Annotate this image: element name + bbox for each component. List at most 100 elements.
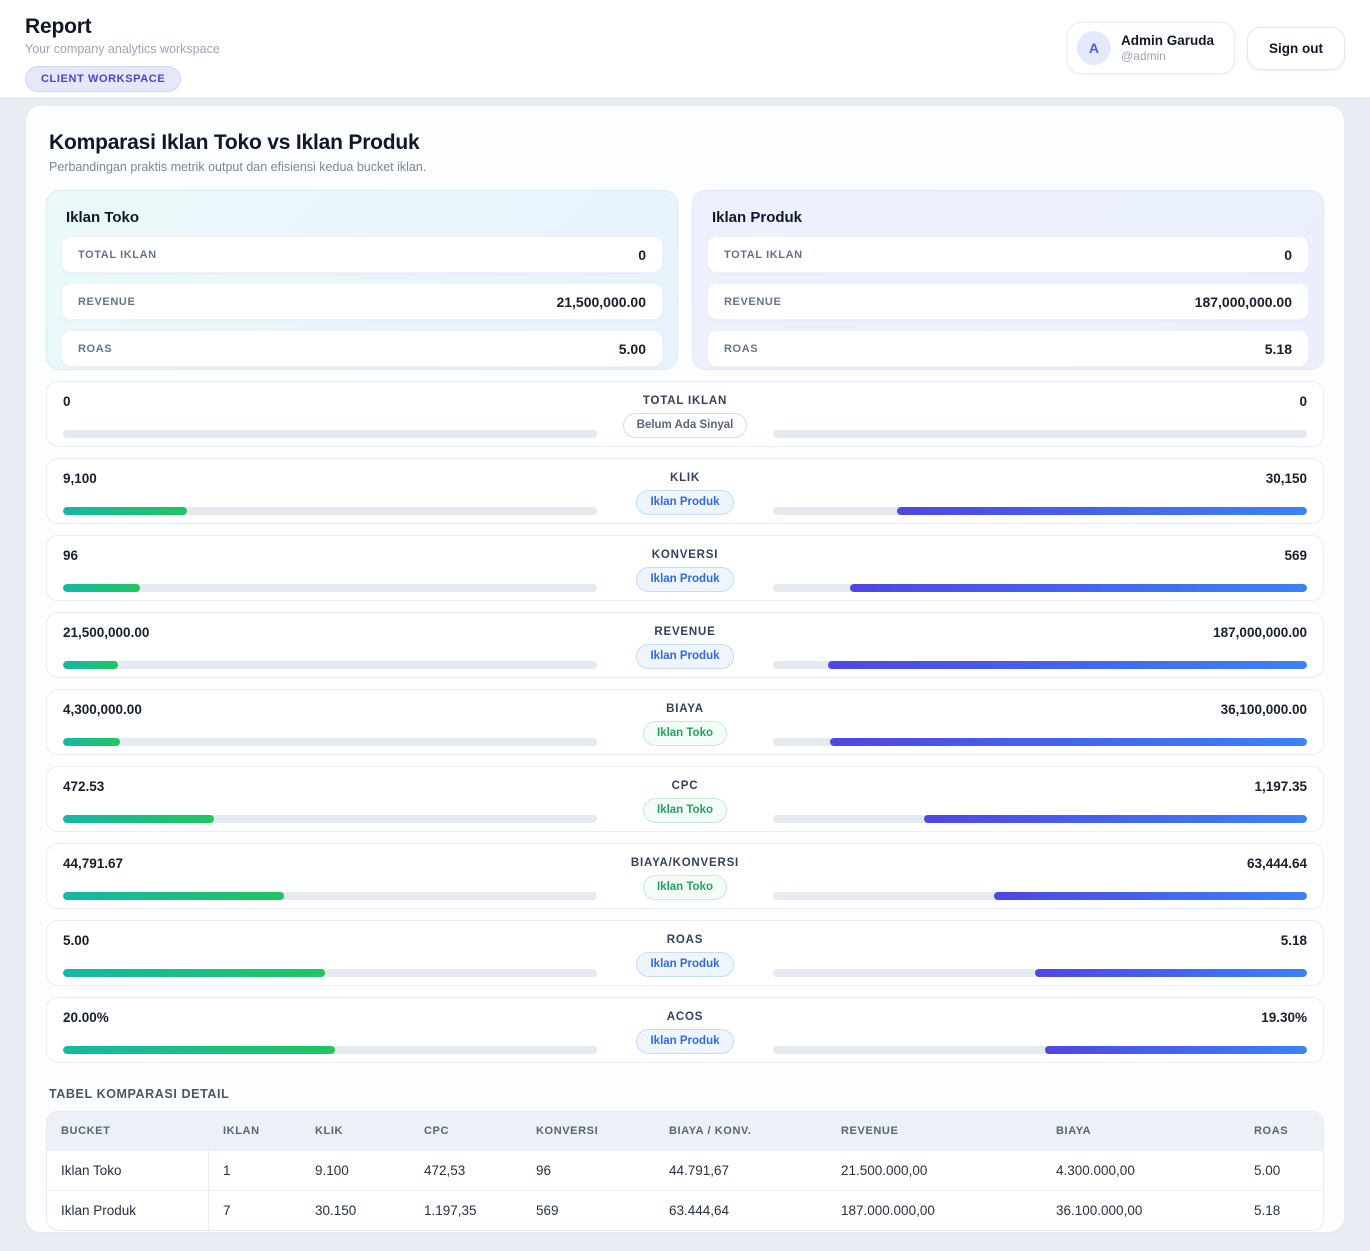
detail-table-section: TABEL KOMPARASI DETAIL BUCKET IKLAN KLIK CP… xyxy=(46,1087,1324,1231)
metric-row: 44,791.67 BIAYA/KONVERSI Iklan Toko 63,4… xyxy=(46,843,1324,909)
metric-row: 9,100 KLIK Iklan Produk 30,150 xyxy=(46,458,1324,524)
metric-left-bar-fill xyxy=(63,968,326,977)
metric-row: 96 KONVERSI Iklan Produk 569 xyxy=(46,535,1324,601)
header-left: Report Your company analytics workspace … xyxy=(25,13,220,92)
detail-table-header-cell: CPC xyxy=(410,1112,522,1150)
report-subtitle: Perbandingan praktis metrik output dan e… xyxy=(49,160,427,174)
metric-left-bar-fill xyxy=(63,891,285,900)
detail-table-header-cell: KONVERSI xyxy=(522,1112,655,1150)
metric-row: 4,300,000.00 BIAYA Iklan Toko 36,100,000… xyxy=(46,689,1324,755)
metric-left-value: 96 xyxy=(63,548,79,563)
summary-stat-row: REVENUE 21,500,000.00 xyxy=(61,283,663,320)
stat-label: REVENUE xyxy=(78,295,136,308)
detail-table-row: Iklan Toko 1 9.100 472,53 96 44.791,67 21.500.… xyxy=(47,1150,1323,1190)
detail-table-cell: 1.197,35 xyxy=(410,1190,522,1230)
detail-table-cell: 36.100.000,00 xyxy=(1042,1190,1240,1230)
detail-table-title: TABEL KOMPARASI DETAIL xyxy=(49,1087,230,1101)
metric-row: 21,500,000.00 REVENUE Iklan Produk 187,0… xyxy=(46,612,1324,678)
metric-right-value: 19.30% xyxy=(1261,1010,1307,1025)
metric-left-side: 21,500,000.00 xyxy=(63,625,597,669)
metric-right-side: 569 xyxy=(773,548,1307,592)
stat-value: 0 xyxy=(638,246,646,263)
metric-center: REVENUE Iklan Produk xyxy=(597,625,773,669)
metric-left-bar-track xyxy=(63,814,597,823)
metric-right-bar-fill xyxy=(994,891,1307,900)
metric-left-bar-track xyxy=(63,660,597,669)
detail-table-cell: 30.150 xyxy=(301,1190,410,1230)
metric-center: ACOS Iklan Produk xyxy=(597,1010,773,1054)
detail-table-cell: 21.500.000,00 xyxy=(827,1150,1042,1190)
detail-table-cell: Iklan Produk xyxy=(47,1190,209,1230)
detail-table-header-cell: KLIK xyxy=(301,1112,410,1150)
metric-left-side: 20.00% xyxy=(63,1010,597,1054)
detail-table-cell: 4.300.000,00 xyxy=(1042,1150,1240,1190)
metric-right-bar-track xyxy=(773,814,1307,823)
summary-card-title: Iklan Toko xyxy=(66,209,140,226)
summary-stats: TOTAL IKLAN 0 REVENUE 21,500,000.00 ROAS… xyxy=(61,236,663,367)
metric-left-value: 4,300,000.00 xyxy=(63,702,142,717)
metric-right-value: 30,150 xyxy=(1265,471,1307,486)
metric-label: BIAYA xyxy=(666,703,704,715)
metric-right-side: 187,000,000.00 xyxy=(773,625,1307,669)
winner-badge: Iklan Produk xyxy=(636,1029,734,1054)
metric-left-side: 9,100 xyxy=(63,471,597,515)
metric-left-value: 20.00% xyxy=(63,1010,109,1025)
detail-table-cell: 44.791,67 xyxy=(655,1150,827,1190)
metric-left-side: 44,791.67 xyxy=(63,856,597,900)
detail-table-cell: 9.100 xyxy=(301,1150,410,1190)
metric-center: TOTAL IKLAN Belum Ada Sinyal xyxy=(597,394,773,438)
user-meta: Admin Garuda @admin xyxy=(1121,33,1214,64)
metric-center: KONVERSI Iklan Produk xyxy=(597,548,773,592)
metric-left-bar-fill xyxy=(63,506,187,515)
metric-label: ACOS xyxy=(666,1011,704,1023)
metric-right-side: 36,100,000.00 xyxy=(773,702,1307,746)
summary-stats: TOTAL IKLAN 0 REVENUE 187,000,000.00 ROA… xyxy=(707,236,1309,367)
metric-label: CPC xyxy=(671,780,699,792)
metric-center: KLIK Iklan Produk xyxy=(597,471,773,515)
summary-stat-row: ROAS 5.00 xyxy=(61,330,663,367)
winner-badge: Iklan Toko xyxy=(642,721,728,746)
metric-row: 20.00% ACOS Iklan Produk 19.30% xyxy=(46,997,1324,1063)
summary-stat-row: TOTAL IKLAN 0 xyxy=(61,236,663,273)
metric-right-bar-fill xyxy=(828,660,1307,669)
metric-left-bar-fill xyxy=(63,583,140,592)
winner-badge: Iklan Toko xyxy=(642,798,728,823)
metric-center: BIAYA/KONVERSI Iklan Toko xyxy=(597,856,773,900)
metric-right-side: 30,150 xyxy=(773,471,1307,515)
metric-label: KONVERSI xyxy=(651,549,719,561)
winner-badge: Iklan Produk xyxy=(636,490,734,515)
user-name: Admin Garuda xyxy=(1120,32,1214,48)
detail-table-header-row: BUCKET IKLAN KLIK CPC KONVERSI BIAYA / KONV. R… xyxy=(47,1112,1323,1150)
metric-right-bar-fill xyxy=(849,583,1307,592)
metric-right-bar-track xyxy=(773,891,1307,900)
user-handle: @admin xyxy=(1120,49,1166,64)
metric-right-side: 1,197.35 xyxy=(773,779,1307,823)
metric-right-side: 63,444.64 xyxy=(773,856,1307,900)
metric-left-bar-track xyxy=(63,583,597,592)
metric-right-bar-track xyxy=(773,429,1307,438)
detail-table-cell: 472,53 xyxy=(410,1150,522,1190)
metric-left-side: 4,300,000.00 xyxy=(63,702,597,746)
detail-table-cell: 63.444,64 xyxy=(655,1190,827,1230)
detail-table-cell: 1 xyxy=(209,1150,301,1190)
metric-left-bar-track xyxy=(63,506,597,515)
metric-right-bar-track xyxy=(773,583,1307,592)
stat-label: TOTAL IKLAN xyxy=(78,248,157,261)
metric-right-side: 0 xyxy=(773,394,1307,438)
metric-left-bar-fill xyxy=(63,737,120,746)
header-right: A Admin Garuda @admin Sign out xyxy=(1066,22,1345,74)
metric-right-bar-track xyxy=(773,968,1307,977)
summary-card-title: Iklan Produk xyxy=(712,209,803,226)
metric-right-value: 63,444.64 xyxy=(1246,856,1307,871)
metric-right-value: 569 xyxy=(1284,548,1307,563)
metric-left-bar-track xyxy=(63,968,597,977)
metric-right-bar-fill xyxy=(1044,1045,1307,1054)
metric-right-value: 5.18 xyxy=(1280,933,1307,948)
page-subtitle: Your company analytics workspace xyxy=(25,42,220,56)
detail-table-cell: Iklan Toko xyxy=(47,1150,209,1190)
detail-table-cell: 187.000.000,00 xyxy=(827,1190,1042,1230)
sign-out-button[interactable]: Sign out xyxy=(1247,26,1345,70)
user-chip[interactable]: A Admin Garuda @admin xyxy=(1066,22,1235,74)
detail-table-cell: 5.00 xyxy=(1240,1150,1323,1190)
metric-right-bar-fill xyxy=(896,506,1307,515)
